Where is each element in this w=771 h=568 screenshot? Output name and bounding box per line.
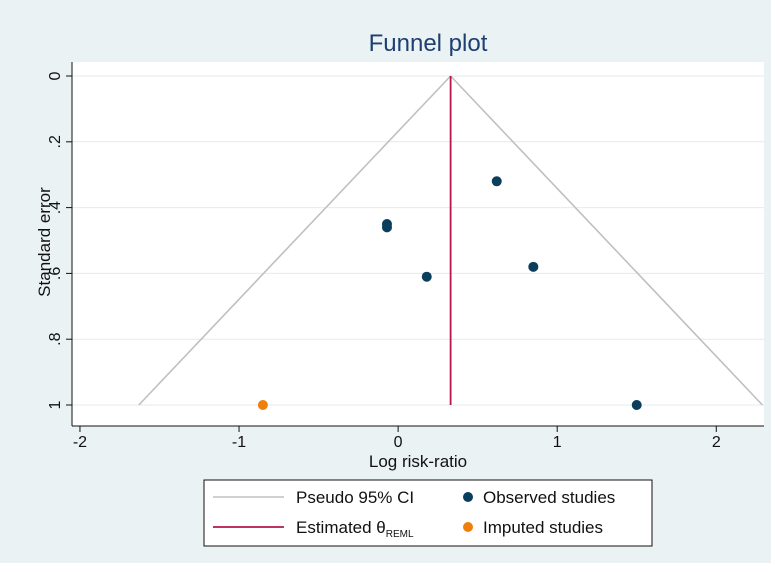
legend-imputed-marker (463, 522, 473, 532)
observed-study-point (528, 261, 539, 272)
data-points (257, 176, 642, 410)
observed-study-point (421, 271, 432, 282)
pseudo-ci-funnel (138, 75, 763, 406)
legend-observed-label: Observed studies (483, 488, 615, 507)
legend-observed-marker (463, 492, 473, 502)
legend-estimate-label: Estimated θREML (296, 518, 414, 540)
x-tick-label: -2 (73, 434, 87, 451)
legend-box (203, 479, 653, 547)
y-axis-label: Standard error (35, 187, 54, 297)
imputed-study-point (257, 400, 268, 410)
legend-estimate-main: Estimated θ (296, 518, 386, 537)
grid-lines (72, 75, 764, 406)
y-tick-label: .8 (47, 332, 64, 345)
y-tick-label: .2 (47, 135, 64, 148)
legend: Pseudo 95% CI Estimated θREML Observed s… (203, 479, 653, 547)
pseudo-ci-left-line (138, 75, 452, 406)
observed-study-point (491, 176, 502, 187)
legend-ci-label: Pseudo 95% CI (296, 488, 414, 507)
x-tick-label: 0 (394, 434, 403, 451)
y-tick-label: 1 (47, 400, 64, 409)
y-axis: 0 .2 .4 .6 .8 1 (47, 62, 73, 426)
observed-study-point (631, 400, 642, 410)
chart-title: Funnel plot (369, 30, 488, 57)
y-tick-label: .6 (47, 267, 64, 280)
legend-imputed-label: Imputed studies (483, 518, 603, 537)
x-axis: -2 -1 0 1 2 (72, 425, 764, 451)
x-tick-label: 1 (553, 434, 562, 451)
x-tick-label: -1 (232, 434, 246, 451)
y-tick-label: 0 (47, 71, 64, 80)
observed-study-point (381, 222, 392, 233)
y-tick-label: .4 (47, 201, 64, 214)
x-axis-label: Log risk-ratio (369, 452, 467, 471)
legend-estimate-subscript: REML (386, 529, 414, 540)
x-tick-label: 2 (712, 434, 721, 451)
pseudo-ci-right-line (450, 75, 763, 406)
plot-area (72, 62, 764, 426)
